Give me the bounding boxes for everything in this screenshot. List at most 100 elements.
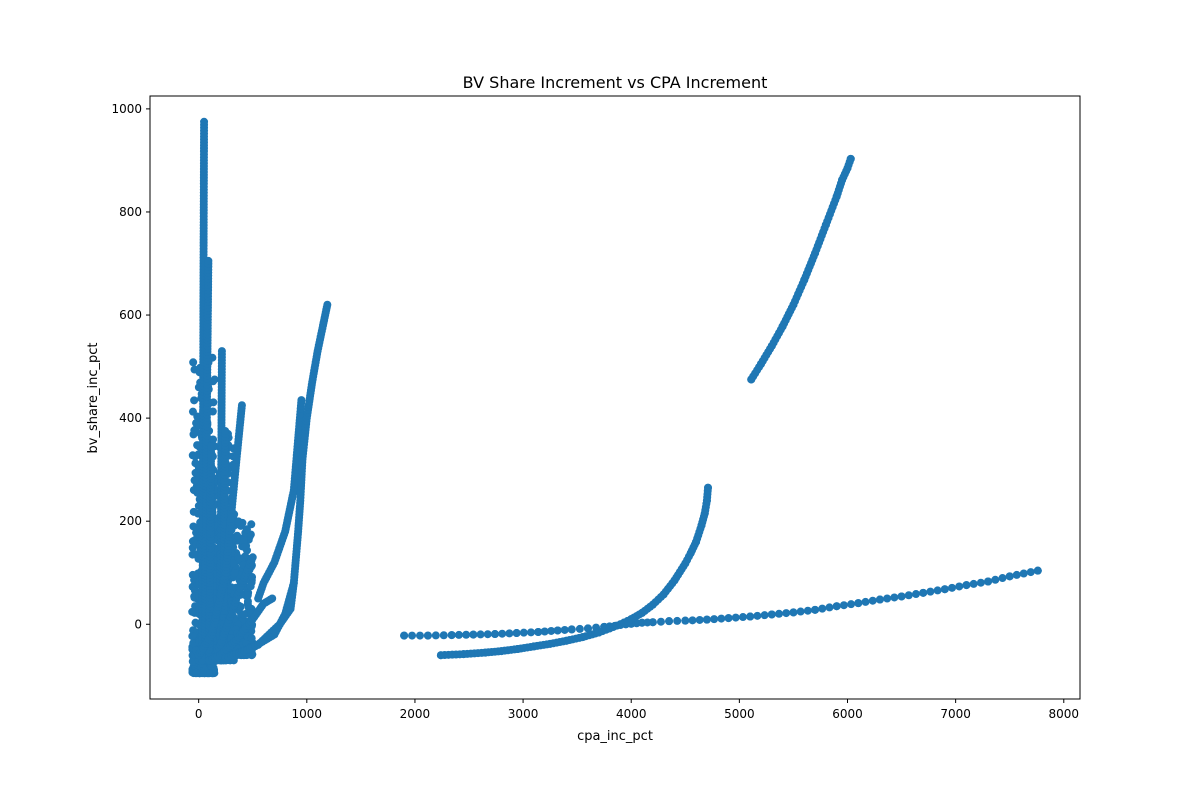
data-point [1012,570,1021,579]
data-point [189,358,198,367]
data-point [688,616,697,625]
data-point [190,550,199,559]
data-point [204,256,213,265]
data-point [207,442,216,451]
y-tick-label: 800 [119,205,142,219]
data-point [681,616,690,625]
data-point [854,599,863,608]
data-point [190,476,199,485]
data-point [897,592,906,601]
data-point [940,585,949,594]
data-point [969,579,978,588]
x-tick-label: 6000 [832,707,863,721]
data-point [469,630,478,639]
data-point [188,632,197,641]
data-point [447,631,456,640]
data-point [789,608,798,617]
y-tick-label: 400 [119,411,142,425]
data-point [955,582,964,591]
data-point [527,628,536,637]
data-point [268,594,277,603]
data-point [717,614,726,623]
data-point [818,604,827,613]
data-point [753,611,762,620]
data-point [289,579,298,588]
data-point [462,630,471,639]
data-point [962,581,971,590]
data-point [190,396,199,405]
plot-frame [149,95,1081,700]
data-point [240,543,249,552]
data-point [665,617,674,626]
data-point [323,300,332,309]
data-point [208,407,217,416]
data-point [547,626,556,635]
data-point [189,507,198,516]
data-point [239,610,248,619]
points-layer [188,117,1042,678]
data-point [890,593,899,602]
data-point [233,531,242,540]
data-point [825,603,834,612]
data-point [439,631,448,640]
data-point [738,613,747,622]
data-point [861,597,870,606]
data-point [1033,566,1042,575]
data-point [1019,569,1028,578]
data-point [490,630,499,639]
data-point [998,574,1007,583]
data-point [248,573,257,582]
data-point [567,625,576,634]
data-point [400,631,409,640]
data-point [200,117,209,126]
data-point [454,630,463,639]
data-point [984,577,993,586]
data-point [240,536,249,545]
x-tick-label: 2000 [400,707,431,721]
data-point [991,575,1000,584]
data-point [695,615,704,624]
y-axis-label: bv_share_inc_pct [86,343,101,454]
data-point [483,630,492,639]
x-tick-label: 3000 [508,707,539,721]
data-point [242,525,251,534]
data-point [191,618,200,627]
x-tick-label: 1000 [292,707,323,721]
data-point [540,627,549,636]
data-point [534,628,543,636]
data-point [512,629,521,638]
data-point [188,407,197,416]
data-point [247,634,256,643]
data-point [926,587,935,596]
data-point [919,588,928,597]
data-point [724,614,733,623]
data-point [236,554,245,563]
chart-title: BV Share Increment vs CPA Increment [463,73,768,92]
data-point [217,347,226,356]
data-point [198,668,207,677]
data-point [948,583,957,592]
data-point [408,631,417,640]
data-point [673,616,682,625]
data-point [702,615,711,624]
data-point [746,612,755,621]
data-point [553,626,562,635]
data-point [189,430,198,439]
data-point [243,591,252,600]
x-tick-label: 0 [195,707,203,721]
data-point [656,617,665,626]
data-point [1005,572,1014,581]
data-point [230,569,239,578]
y-tick-label: 200 [119,514,142,528]
y-tick-label: 1000 [111,102,142,116]
data-point [976,578,985,587]
data-point [560,625,569,634]
data-point [846,154,855,163]
x-tick-label: 8000 [1049,707,1080,721]
data-point [731,613,740,622]
data-point [868,596,877,605]
data-point [911,590,920,599]
